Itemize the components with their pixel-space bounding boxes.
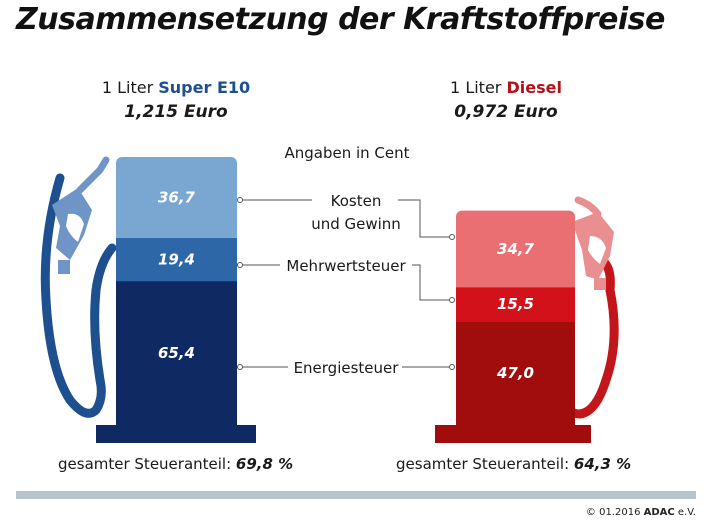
super-bar-mehrwertsteuer: [116, 237, 237, 282]
super-liter-line: 1 Liter Super E10: [46, 76, 306, 100]
super-value-kosten-und-gewinn: 36,7: [158, 188, 196, 206]
footer-bar: [16, 491, 696, 499]
super-tax-share: gesamter Steueranteil: 69,8 %: [58, 455, 293, 473]
label-gewinn: und Gewinn: [311, 215, 401, 233]
unit-note: Angaben in Cent: [284, 144, 410, 162]
super-bar-energiesteuer: [116, 280, 237, 426]
super-tax-label: gesamter Steueranteil:: [58, 455, 236, 473]
diesel-tax-value: 64,3 %: [573, 455, 632, 473]
diesel-bar-fill: [456, 218, 575, 288]
super-bar-fill: [116, 165, 237, 238]
super-tax-value: 69,8 %: [235, 455, 294, 473]
super-pump-base: [96, 425, 256, 443]
super-value-energiesteuer: 65,4: [158, 344, 195, 362]
super-value-mehrwertsteuer: 19,4: [158, 250, 195, 268]
copyright: © 01.2016 ADAC e.V.: [586, 507, 696, 518]
diesel-header: 1 Liter Diesel 0,972 Euro: [376, 76, 636, 124]
diesel-value-mehrwertsteuer: 15,5: [497, 295, 534, 313]
copyright-prefix: © 01.2016: [585, 507, 644, 518]
connector-lines: [240, 199, 452, 368]
super-prefix: 1 Liter: [101, 78, 159, 97]
diesel-bar-mehrwertsteuer: [456, 287, 575, 322]
super-price: 1,215 Euro: [124, 102, 228, 122]
super-header: 1 Liter Super E10 1,215 Euro: [46, 76, 306, 124]
super-name: Super E10: [158, 78, 251, 97]
chart-title: Zusammensetzung der Kraftstoffpreise: [16, 2, 665, 37]
super-nozzle-icon: [40, 156, 117, 418]
label-mehrwertsteuer: Mehrwertsteuer: [286, 257, 406, 275]
diesel-value-kosten-und-gewinn: 34,7: [497, 240, 535, 258]
diesel-pump-base: [435, 425, 591, 443]
diesel-prefix: 1 Liter: [450, 78, 507, 97]
diesel-bar-energiesteuer: [456, 321, 575, 426]
diesel-name: Diesel: [506, 78, 562, 97]
label-energiesteuer: Energiesteuer: [294, 359, 400, 377]
diesel-tax-label: gesamter Steueranteil:: [396, 455, 574, 473]
copyright-brand: ADAC: [643, 507, 675, 518]
diesel-tax-share: gesamter Steueranteil: 64,3 %: [396, 455, 631, 473]
diesel-liter-line: 1 Liter Diesel: [376, 76, 636, 100]
diesel-price: 0,972 Euro: [454, 102, 558, 122]
diesel-value-energiesteuer: 47,0: [496, 364, 534, 382]
connector-dots: [237, 197, 455, 370]
label-kosten: Kosten: [331, 192, 382, 210]
copyright-suffix: e.V.: [674, 507, 696, 518]
